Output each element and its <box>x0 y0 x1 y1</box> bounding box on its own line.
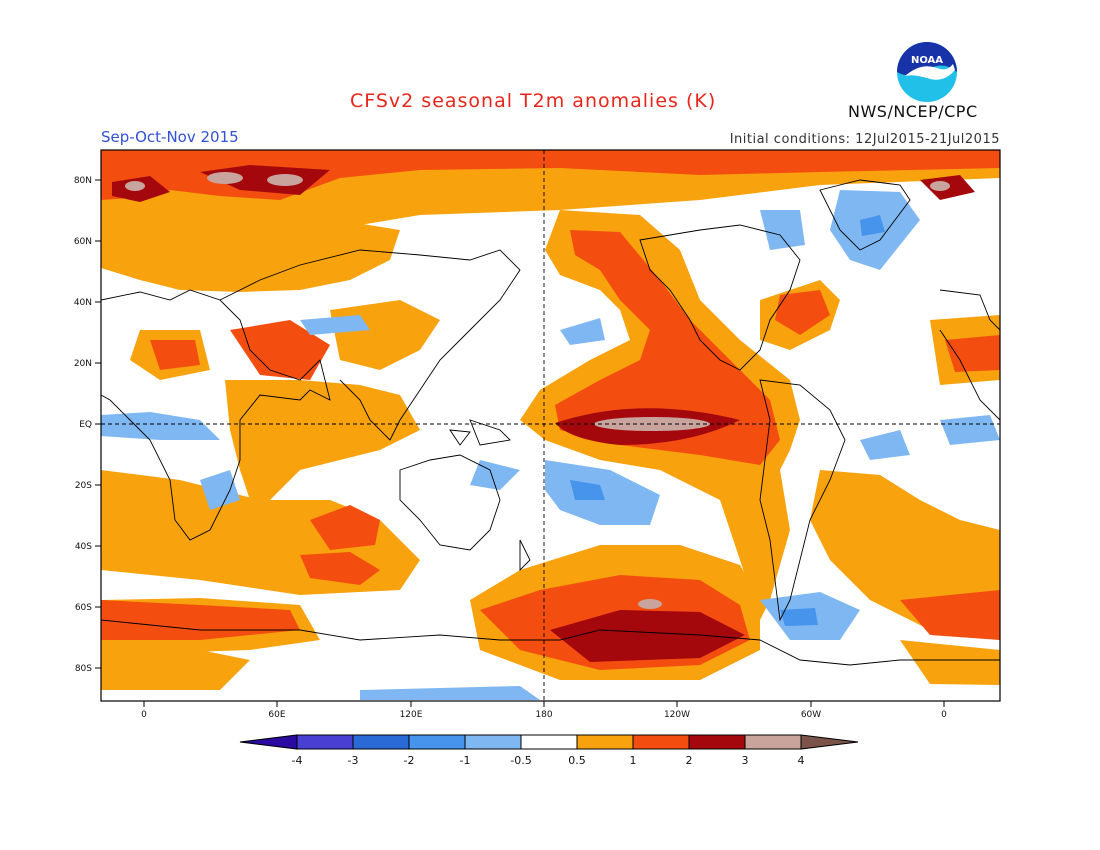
colorbar-label: 4 <box>797 754 805 767</box>
longitude-labels: 0 60E 120E 180 120W 60W 0 <box>141 710 947 720</box>
lon-label: 180 <box>535 710 552 720</box>
colorbar-swatch <box>408 734 466 750</box>
coastlines <box>101 179 1000 666</box>
season-label: Sep-Oct-Nov 2015 <box>101 128 239 146</box>
map-frame <box>100 149 1001 702</box>
noaa-logo-text: NOAA <box>911 55 943 66</box>
colorbar-label: 1 <box>629 754 637 767</box>
lat-label: 60S <box>75 603 92 613</box>
lon-label: 0 <box>941 710 947 720</box>
lon-label: 60E <box>268 710 285 720</box>
lat-label: 60N <box>74 237 92 247</box>
lat-label: 20N <box>74 359 92 369</box>
lon-label: 60W <box>801 710 821 720</box>
initial-conditions: Initial conditions: 12Jul2015-21Jul2015 <box>729 132 1000 147</box>
colorbar-label: -3 <box>347 754 359 767</box>
organization-label: NWS/NCEP/CPC <box>848 102 978 121</box>
colorbar-label: -2 <box>403 754 415 767</box>
colorbar-arrow-left <box>239 734 298 750</box>
colorbar-label: 2 <box>685 754 693 767</box>
colorbar-swatch <box>520 734 578 750</box>
colorbar-label: 3 <box>741 754 749 767</box>
lat-label: 20S <box>75 481 92 491</box>
lat-label: EQ <box>79 420 92 430</box>
lat-label: 40S <box>75 542 92 552</box>
colorbar-label: -1 <box>459 754 471 767</box>
colorbar-label: -4 <box>291 754 303 767</box>
colorbar-swatch <box>688 734 746 750</box>
colorbar-swatch <box>576 734 634 750</box>
colorbar-label: 0.5 <box>568 754 586 767</box>
lat-label: 80N <box>74 176 92 186</box>
lon-label: 120W <box>664 710 690 720</box>
lon-label: 120E <box>400 710 423 720</box>
colorbar-swatch <box>744 734 802 750</box>
colorbar-swatch <box>352 734 410 750</box>
colorbar-swatch <box>632 734 690 750</box>
lat-label: 40N <box>74 298 92 308</box>
colorbar-swatch <box>296 734 354 750</box>
colorbar-swatch <box>464 734 522 750</box>
colorbar-arrow-right <box>800 734 859 750</box>
colorbar-label: -0.5 <box>510 754 532 767</box>
noaa-logo: NOAA <box>897 42 957 102</box>
anomaly-field <box>101 150 1000 701</box>
map-title: CFSv2 seasonal T2m anomalies (K) <box>350 90 717 112</box>
latitude-labels: 80N 60N 40N 20N EQ 20S 40S 60S 80S <box>74 176 92 674</box>
colorbar <box>239 734 859 750</box>
lat-label: 80S <box>75 664 92 674</box>
lon-label: 0 <box>141 710 147 720</box>
